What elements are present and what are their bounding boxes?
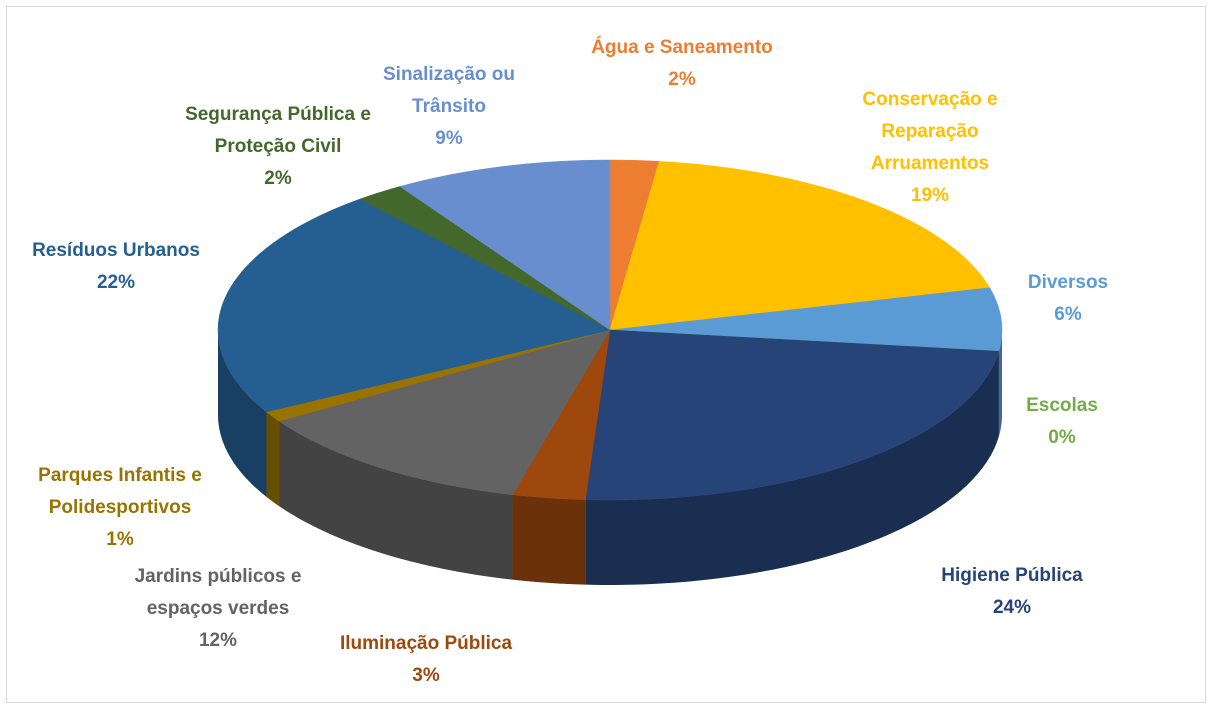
slice [609, 287, 1003, 352]
label-value: 19% [910, 185, 950, 206]
slice-side [512, 494, 586, 585]
label-name: Diversos [1027, 272, 1109, 293]
data-label: Água e Saneamento 2% [552, 32, 812, 96]
data-label: Segurança Pública e Proteção Civil 2% [166, 99, 391, 195]
data-label: Parques Infantis e Polidesportivos 1% [15, 460, 225, 556]
slice [609, 161, 991, 331]
label-name: Escolas [1026, 395, 1098, 416]
slice-side [218, 330, 267, 497]
slice [278, 329, 611, 495]
label-name: Resíduos Urbanos [32, 240, 200, 261]
label-name: Parques Infantis e Polidesportivos [38, 465, 202, 518]
label-value: 3% [412, 665, 440, 686]
slice [217, 198, 611, 413]
label-value: 22% [96, 272, 136, 293]
data-label: Jardins públicos e espaços verdes 12% [121, 561, 316, 657]
data-label: Escolas 0% [1002, 390, 1122, 454]
slice [585, 329, 1000, 501]
label-name: Conservação e Reparação Arruamentos [862, 89, 998, 174]
label-value: 6% [1054, 304, 1082, 325]
label-value: 1% [106, 529, 134, 550]
data-label: Diversos 6% [998, 267, 1138, 331]
label-name: Higiene Pública [941, 565, 1083, 586]
slice [399, 159, 611, 331]
label-name: Água e Saneamento [591, 37, 773, 58]
label-name: Segurança Pública e Proteção Civil [185, 104, 371, 157]
data-label: Conservação e Reparação Arruamentos 19% [845, 84, 1015, 212]
slice [265, 329, 611, 422]
label-name: Iluminação Pública [339, 633, 513, 654]
label-value: 9% [435, 128, 463, 149]
data-label: Sinalização ou Trânsito 9% [367, 59, 532, 155]
slice-side [266, 411, 280, 507]
label-value: 0% [1048, 427, 1076, 448]
label-name: Sinalização ou Trânsito [383, 64, 515, 117]
slice-side [585, 351, 999, 585]
slice-side [998, 330, 1002, 437]
data-label: Higiene Pública 24% [902, 560, 1122, 624]
label-value: 2% [668, 69, 696, 90]
slice [512, 329, 611, 500]
chart-frame [6, 6, 1206, 703]
slice [359, 186, 611, 331]
data-label: Resíduos Urbanos 22% [6, 235, 226, 299]
slice-side [279, 421, 513, 580]
label-value: 24% [992, 597, 1032, 618]
label-value: 12% [198, 630, 238, 651]
data-label: Iluminação Pública 3% [296, 628, 556, 692]
label-name: Jardins públicos e espaços verdes [134, 566, 302, 619]
label-value: 2% [264, 168, 292, 189]
